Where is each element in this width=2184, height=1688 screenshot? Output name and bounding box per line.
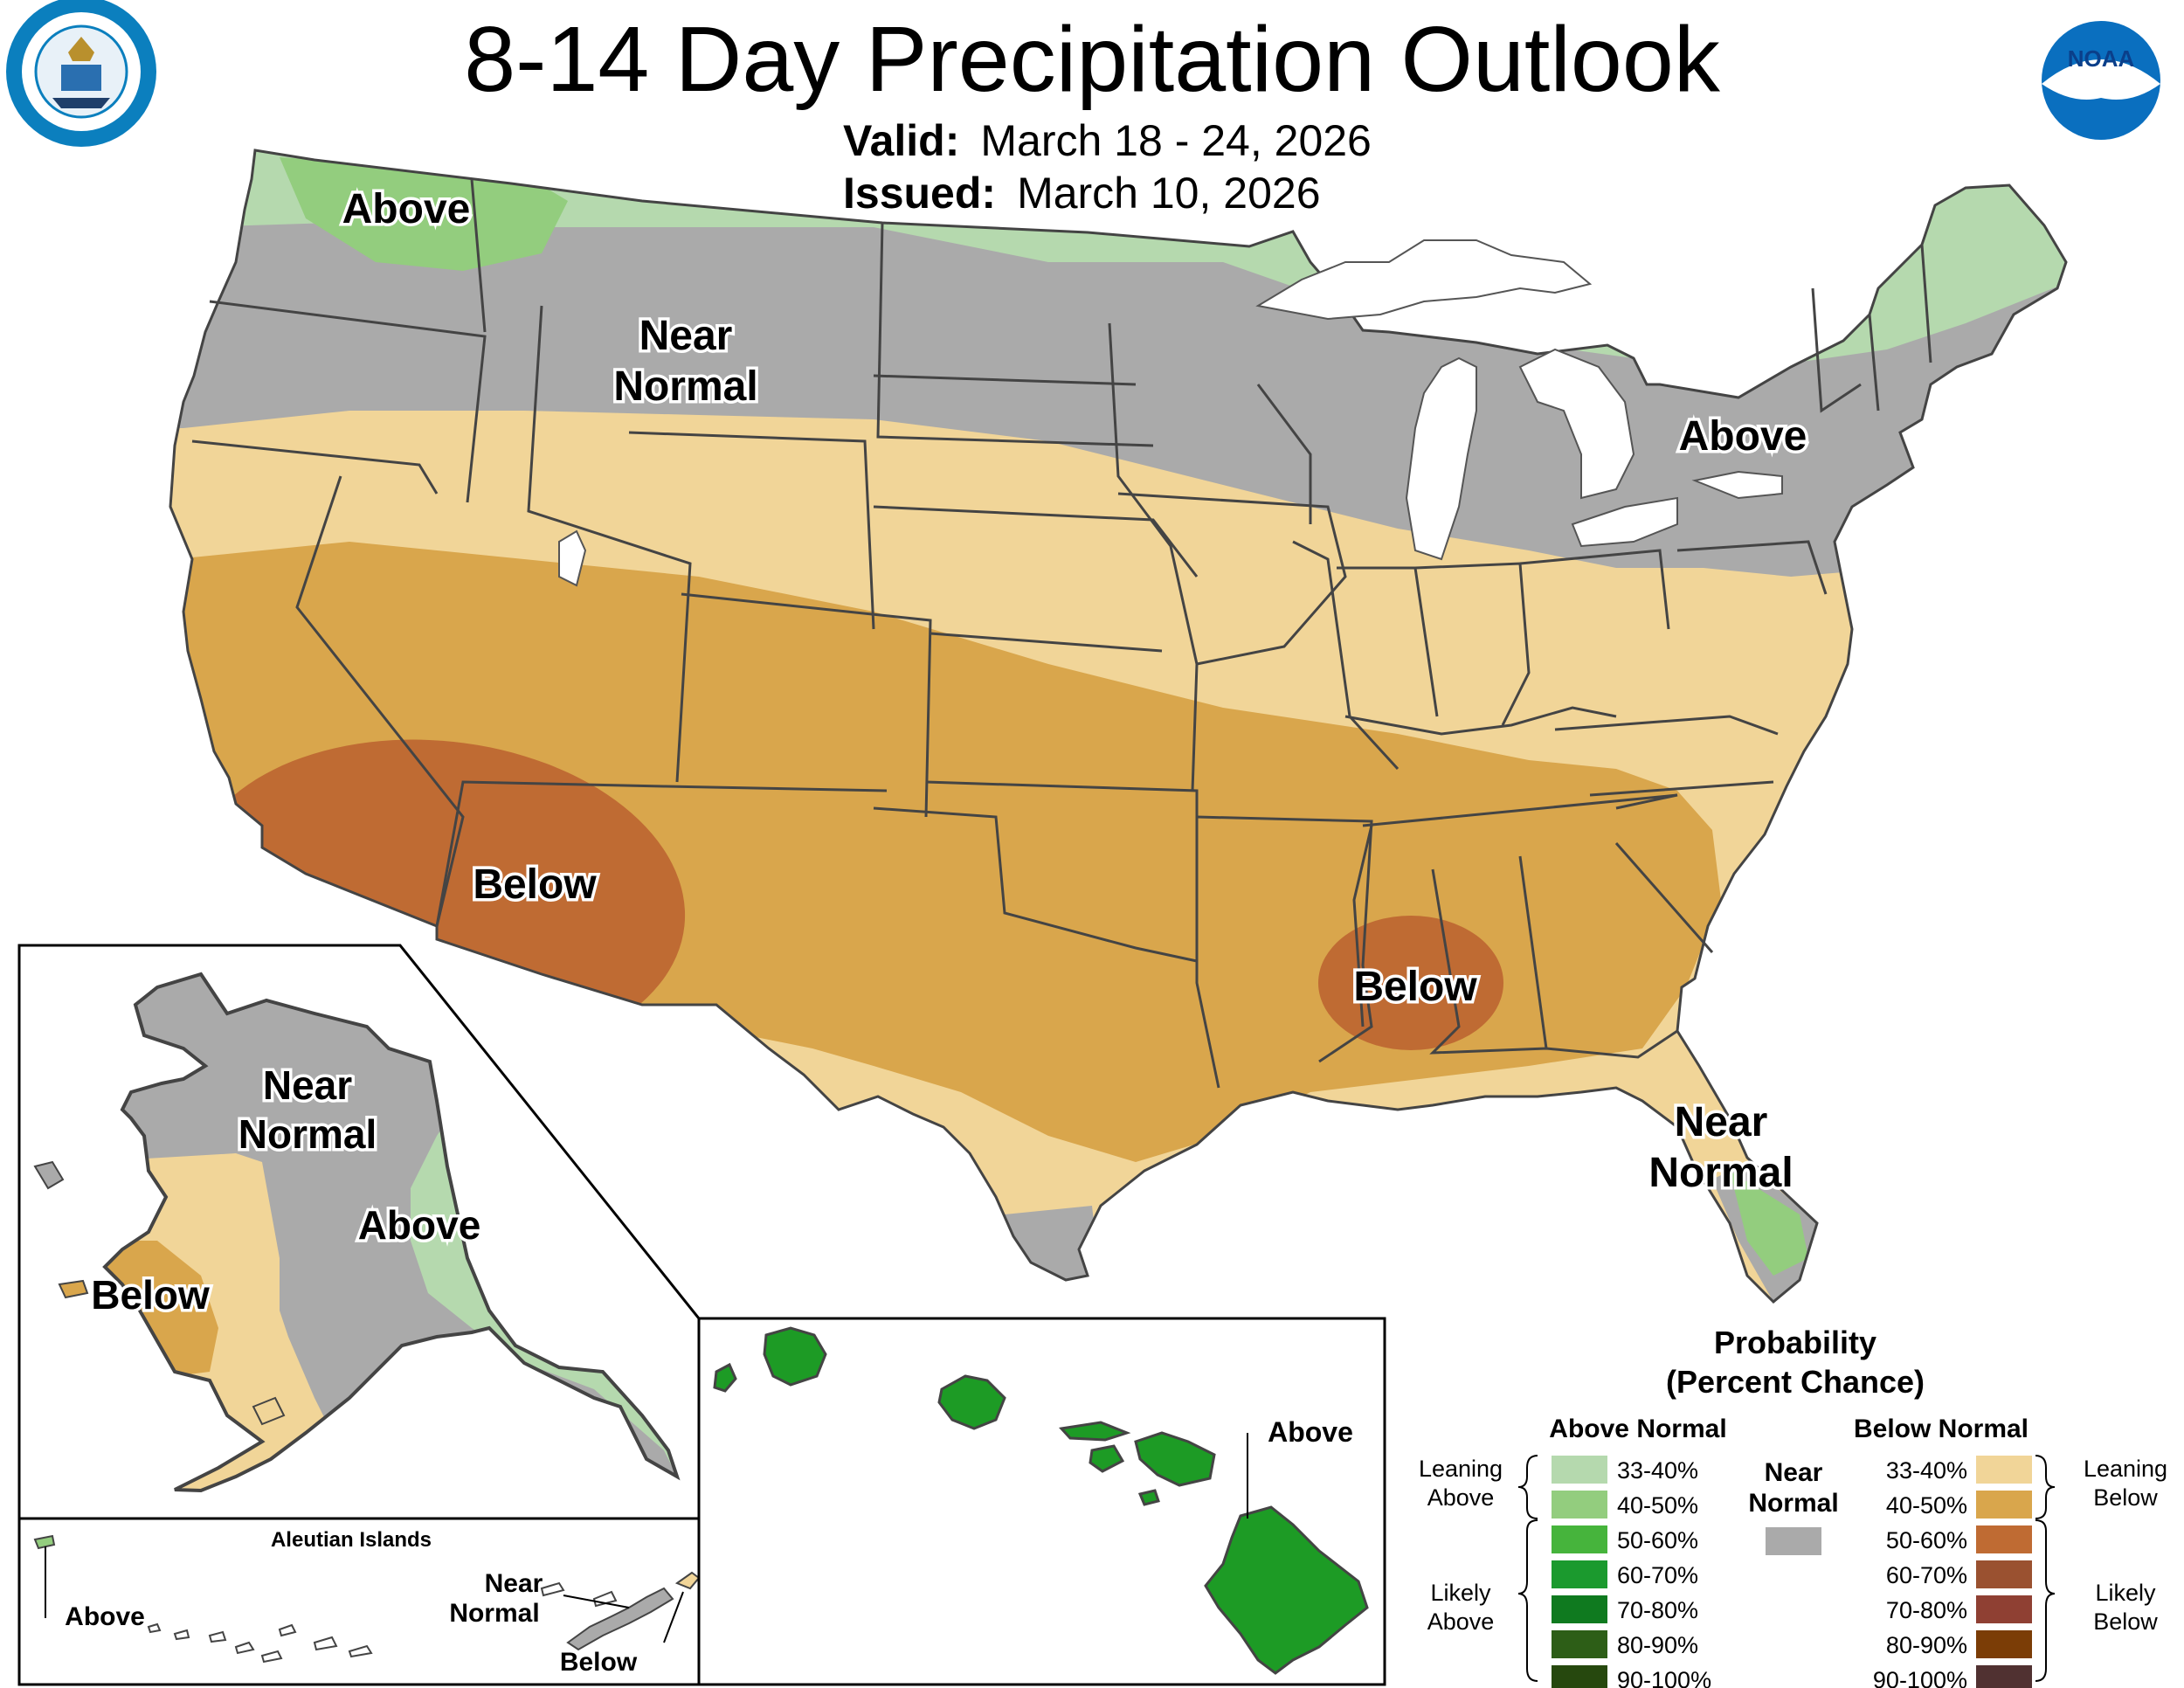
- label-florida-normal: Normal: [1648, 1150, 1793, 1196]
- legend-range-below-0: 33-40%: [1886, 1457, 1967, 1484]
- legend-swatch-above-5: [1552, 1630, 1607, 1658]
- legend-near-2: Normal: [1748, 1489, 1838, 1518]
- alaska-inset: Near Normal Above Below: [17, 944, 701, 1520]
- legend-swatch-below-2: [1976, 1525, 2032, 1553]
- island-hawaii: [1204, 1505, 1369, 1675]
- noaa-logo: NOAA: [2042, 21, 2160, 140]
- aleutian-near: Near: [485, 1569, 543, 1598]
- label-alaska-above: Above: [358, 1202, 481, 1248]
- legend: Probability (Percent Chance) Above Norma…: [1419, 1325, 2167, 1688]
- valid-label: Valid:: [843, 116, 960, 165]
- label-southeast-below: Below: [1353, 964, 1477, 1010]
- lake-huron: [1518, 348, 1635, 500]
- label-alaska-normal: Normal: [238, 1111, 377, 1157]
- island-lanai: [1089, 1444, 1125, 1473]
- legend-range-above-1: 40-50%: [1617, 1492, 1698, 1519]
- legend-swatch-above-4: [1552, 1595, 1607, 1623]
- legend-likely-above-1: Likely: [1430, 1580, 1491, 1606]
- legend-range-below-1: 40-50%: [1886, 1492, 1967, 1519]
- great-lakes: [558, 239, 1783, 587]
- legend-range-below-3: 60-70%: [1886, 1562, 1967, 1588]
- legend-range-above-5: 80-90%: [1617, 1632, 1698, 1658]
- legend-swatch-above-6: [1552, 1665, 1607, 1688]
- label-florida-near: Near: [1675, 1099, 1768, 1145]
- legend-above-header: Above Normal: [1549, 1415, 1726, 1443]
- aleutian-title: Aleutian Islands: [271, 1528, 432, 1552]
- island-niihau: [713, 1362, 737, 1393]
- legend-swatch-below-3: [1976, 1560, 2032, 1588]
- noaa-logo-text: NOAA: [2068, 45, 2135, 72]
- label-alaska-near: Near: [263, 1062, 352, 1108]
- legend-range-below-4: 70-80%: [1886, 1597, 1967, 1623]
- label-pnw-above: Above: [342, 186, 471, 232]
- label-alaska-below: Below: [91, 1272, 210, 1318]
- issued-date: March 10, 2026: [1017, 169, 1321, 218]
- valid-date-range: March 18 - 24, 2026: [980, 116, 1372, 165]
- legend-range-below-6: 90-100%: [1873, 1667, 1967, 1688]
- conus-labels: Above Near Normal Above Below Below Near…: [339, 183, 1810, 1200]
- legend-near-1: Near: [1765, 1458, 1823, 1487]
- island-kauai: [763, 1326, 827, 1387]
- legend-swatch-below-0: [1976, 1456, 2032, 1484]
- great-salt-lake: [558, 529, 587, 587]
- legend-range-above-0: 33-40%: [1617, 1457, 1698, 1484]
- lake-ontario: [1691, 470, 1783, 500]
- fl-above: [1730, 1171, 1808, 1276]
- island-molokai: [1059, 1421, 1131, 1442]
- legend-swatch-above-0: [1552, 1456, 1607, 1484]
- lake-michigan: [1405, 356, 1477, 561]
- valid-line: Valid: March 18 - 24, 2026: [843, 114, 1372, 167]
- above-40-50-pnw: [280, 157, 568, 271]
- legend-leaning-below-1: Leaning: [2084, 1456, 2167, 1482]
- legend-swatch-below-6: [1976, 1665, 2032, 1688]
- legend-swatch-near-normal: [1766, 1527, 1821, 1555]
- legend-likely-below-2: Below: [2093, 1608, 2158, 1635]
- legend-leaning-above-2: Above: [1427, 1484, 1495, 1511]
- legend-swatch-below-1: [1976, 1491, 2032, 1519]
- legend-range-above-2: 50-60%: [1617, 1527, 1698, 1553]
- legend-range-above-3: 60-70%: [1617, 1562, 1698, 1588]
- aleutian-below: Below: [560, 1648, 638, 1677]
- legend-range-above-4: 70-80%: [1617, 1597, 1698, 1623]
- legend-swatch-below-4: [1976, 1595, 2032, 1623]
- label-north-normal: Normal: [613, 363, 757, 410]
- legend-leaning-below-2: Below: [2093, 1484, 2158, 1511]
- aleutian-normal: Normal: [449, 1599, 539, 1628]
- island-maui: [1134, 1431, 1216, 1487]
- legend-braces: [1517, 1455, 2056, 1682]
- legend-likely-above-2: Above: [1427, 1608, 1495, 1635]
- legend-likely-below-1: Likely: [2095, 1580, 2156, 1606]
- legend-leaning-above-1: Leaning: [1419, 1456, 1503, 1482]
- legend-range-below-5: 80-90%: [1886, 1632, 1967, 1658]
- legend-range-below-2: 50-60%: [1886, 1527, 1967, 1553]
- state-boundaries: [169, 149, 2068, 1304]
- legend-swatch-above-3: [1552, 1560, 1607, 1588]
- lake-erie: [1571, 496, 1678, 548]
- map-title: 8-14 Day Precipitation Outlook: [464, 8, 1720, 111]
- aleutian-above: Above: [65, 1602, 145, 1631]
- legend-swatch-above-2: [1552, 1525, 1607, 1553]
- legend-swatch-above-1: [1552, 1491, 1607, 1519]
- island-kahoolawe: [1137, 1489, 1160, 1506]
- hawaii-above: Above: [1268, 1416, 1353, 1448]
- lake-superior: [1255, 239, 1593, 321]
- legend-title-1: Probability: [1714, 1325, 1876, 1360]
- aleutian-inset: Aleutian Islands Above Near Normal: [17, 1517, 701, 1686]
- legend-title-2: (Percent Chance): [1666, 1364, 1925, 1400]
- label-southwest-below: Below: [473, 861, 597, 908]
- island-oahu: [937, 1374, 1006, 1430]
- below-40-50-south: [170, 542, 1721, 1162]
- issued-label: Issued:: [843, 169, 997, 218]
- legend-below-header: Below Normal: [1854, 1415, 2028, 1443]
- label-northeast-above: Above: [1679, 413, 1807, 460]
- label-north-near: Near: [639, 313, 733, 359]
- department-of-commerce-seal: [6, 0, 156, 147]
- issued-line: Issued: March 10, 2026: [843, 167, 1321, 219]
- legend-range-above-6: 90-100%: [1617, 1667, 1711, 1688]
- hawaii-inset: Above: [697, 1317, 1386, 1686]
- legend-swatch-below-5: [1976, 1630, 2032, 1658]
